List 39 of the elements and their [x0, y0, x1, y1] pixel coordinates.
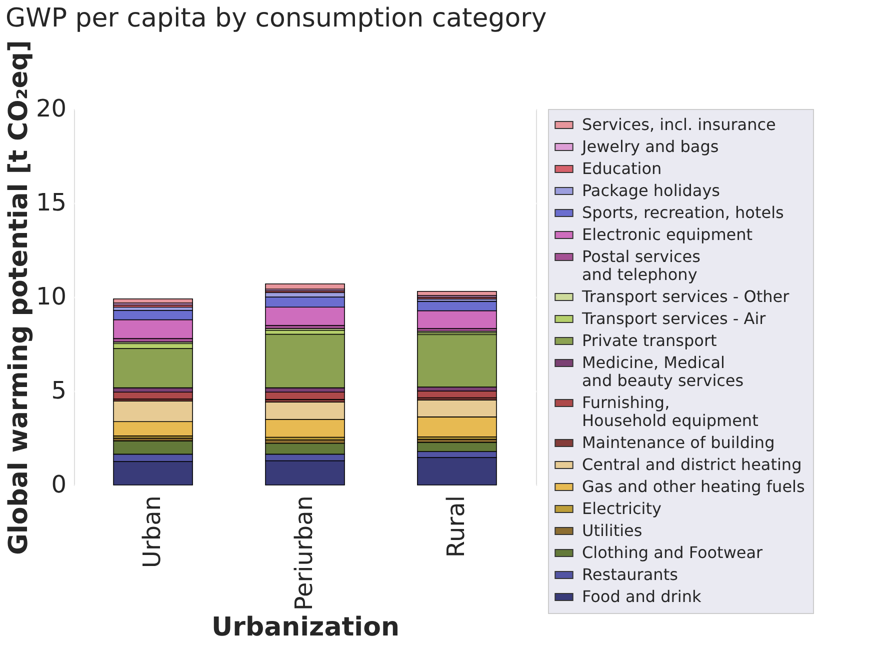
legend-label: Maintenance of building — [582, 433, 775, 452]
bar — [113, 348, 193, 388]
legend-label: Restaurants — [582, 565, 678, 584]
legend-label: Electronic equipment — [582, 225, 753, 244]
legend-label: Jewelry and bags — [581, 137, 719, 156]
legend-label: Postal services and telephony — [582, 247, 700, 284]
bar — [417, 290, 497, 296]
legend-label: Central and district heating — [582, 455, 802, 474]
bar — [265, 283, 345, 290]
x-tick-label: Periurban — [290, 496, 318, 611]
legend-label: Food and drink — [582, 587, 702, 606]
legend-label: Transport services - Other — [581, 287, 790, 306]
chart-title: GWP per capita by consumption category — [5, 4, 547, 34]
legend-label: Sports, recreation, hotels — [582, 203, 784, 222]
legend-label: Furnishing, Household equipment — [582, 393, 758, 430]
legend-label: Gas and other heating fuels — [582, 477, 805, 496]
y-tick-label: 5 — [51, 376, 66, 404]
legend-label: Education — [582, 159, 662, 178]
bar — [113, 298, 193, 304]
legend-label: Clothing and Footwear — [582, 543, 764, 562]
legend-label: Utilities — [582, 521, 642, 540]
y-tick-label: 15 — [36, 188, 66, 216]
bar — [265, 392, 345, 400]
bar — [113, 392, 193, 400]
x-axis-title: Urbanization — [212, 612, 400, 643]
bar — [417, 334, 497, 388]
y-tick-label: 0 — [51, 470, 66, 498]
bar — [265, 334, 345, 388]
y-tick-label: 20 — [36, 94, 66, 122]
legend-label: Electricity — [582, 499, 662, 518]
y-tick-label: 10 — [36, 282, 66, 310]
legend-label: Transport services - Air — [581, 309, 766, 328]
x-tick-label: Urban — [138, 496, 166, 568]
y-axis-title: Global warming potential [t CO₂eq] — [4, 40, 34, 555]
legend-label: Services, incl. insurance — [582, 115, 776, 134]
legend-label: Private transport — [582, 331, 717, 350]
legend-label: Package holidays — [582, 181, 720, 200]
x-tick-label: Rural — [442, 496, 470, 558]
legend-label: Medicine, Medical and beauty services — [582, 353, 744, 390]
